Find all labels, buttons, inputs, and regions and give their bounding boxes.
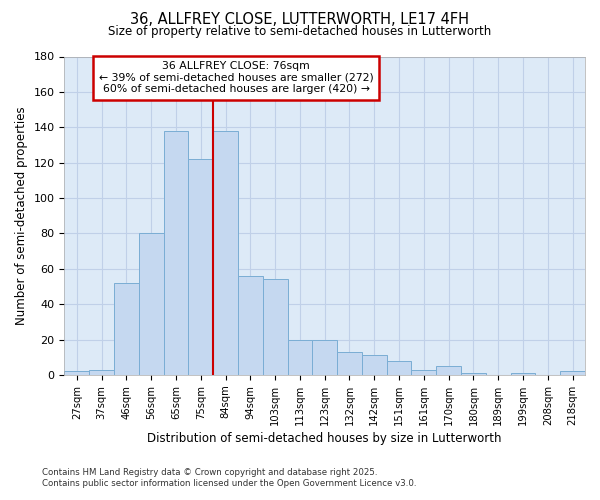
Bar: [287, 340, 313, 375]
Bar: [89, 370, 114, 375]
Bar: [64, 372, 89, 375]
Text: Contains HM Land Registry data © Crown copyright and database right 2025.
Contai: Contains HM Land Registry data © Crown c…: [42, 468, 416, 487]
X-axis label: Distribution of semi-detached houses by size in Lutterworth: Distribution of semi-detached houses by …: [148, 432, 502, 445]
Bar: [461, 373, 486, 375]
Bar: [263, 280, 287, 375]
Text: 36 ALLFREY CLOSE: 76sqm
← 39% of semi-detached houses are smaller (272)
60% of s: 36 ALLFREY CLOSE: 76sqm ← 39% of semi-de…: [99, 62, 374, 94]
Bar: [386, 361, 412, 375]
Bar: [114, 283, 139, 375]
Bar: [362, 356, 386, 375]
Bar: [412, 370, 436, 375]
Bar: [560, 372, 585, 375]
Bar: [164, 131, 188, 375]
Bar: [511, 373, 535, 375]
Bar: [238, 276, 263, 375]
Bar: [337, 352, 362, 375]
Bar: [213, 131, 238, 375]
Bar: [313, 340, 337, 375]
Text: Size of property relative to semi-detached houses in Lutterworth: Size of property relative to semi-detach…: [109, 25, 491, 38]
Y-axis label: Number of semi-detached properties: Number of semi-detached properties: [15, 106, 28, 325]
Bar: [188, 159, 213, 375]
Bar: [436, 366, 461, 375]
Bar: [139, 234, 164, 375]
Text: 36, ALLFREY CLOSE, LUTTERWORTH, LE17 4FH: 36, ALLFREY CLOSE, LUTTERWORTH, LE17 4FH: [131, 12, 470, 28]
